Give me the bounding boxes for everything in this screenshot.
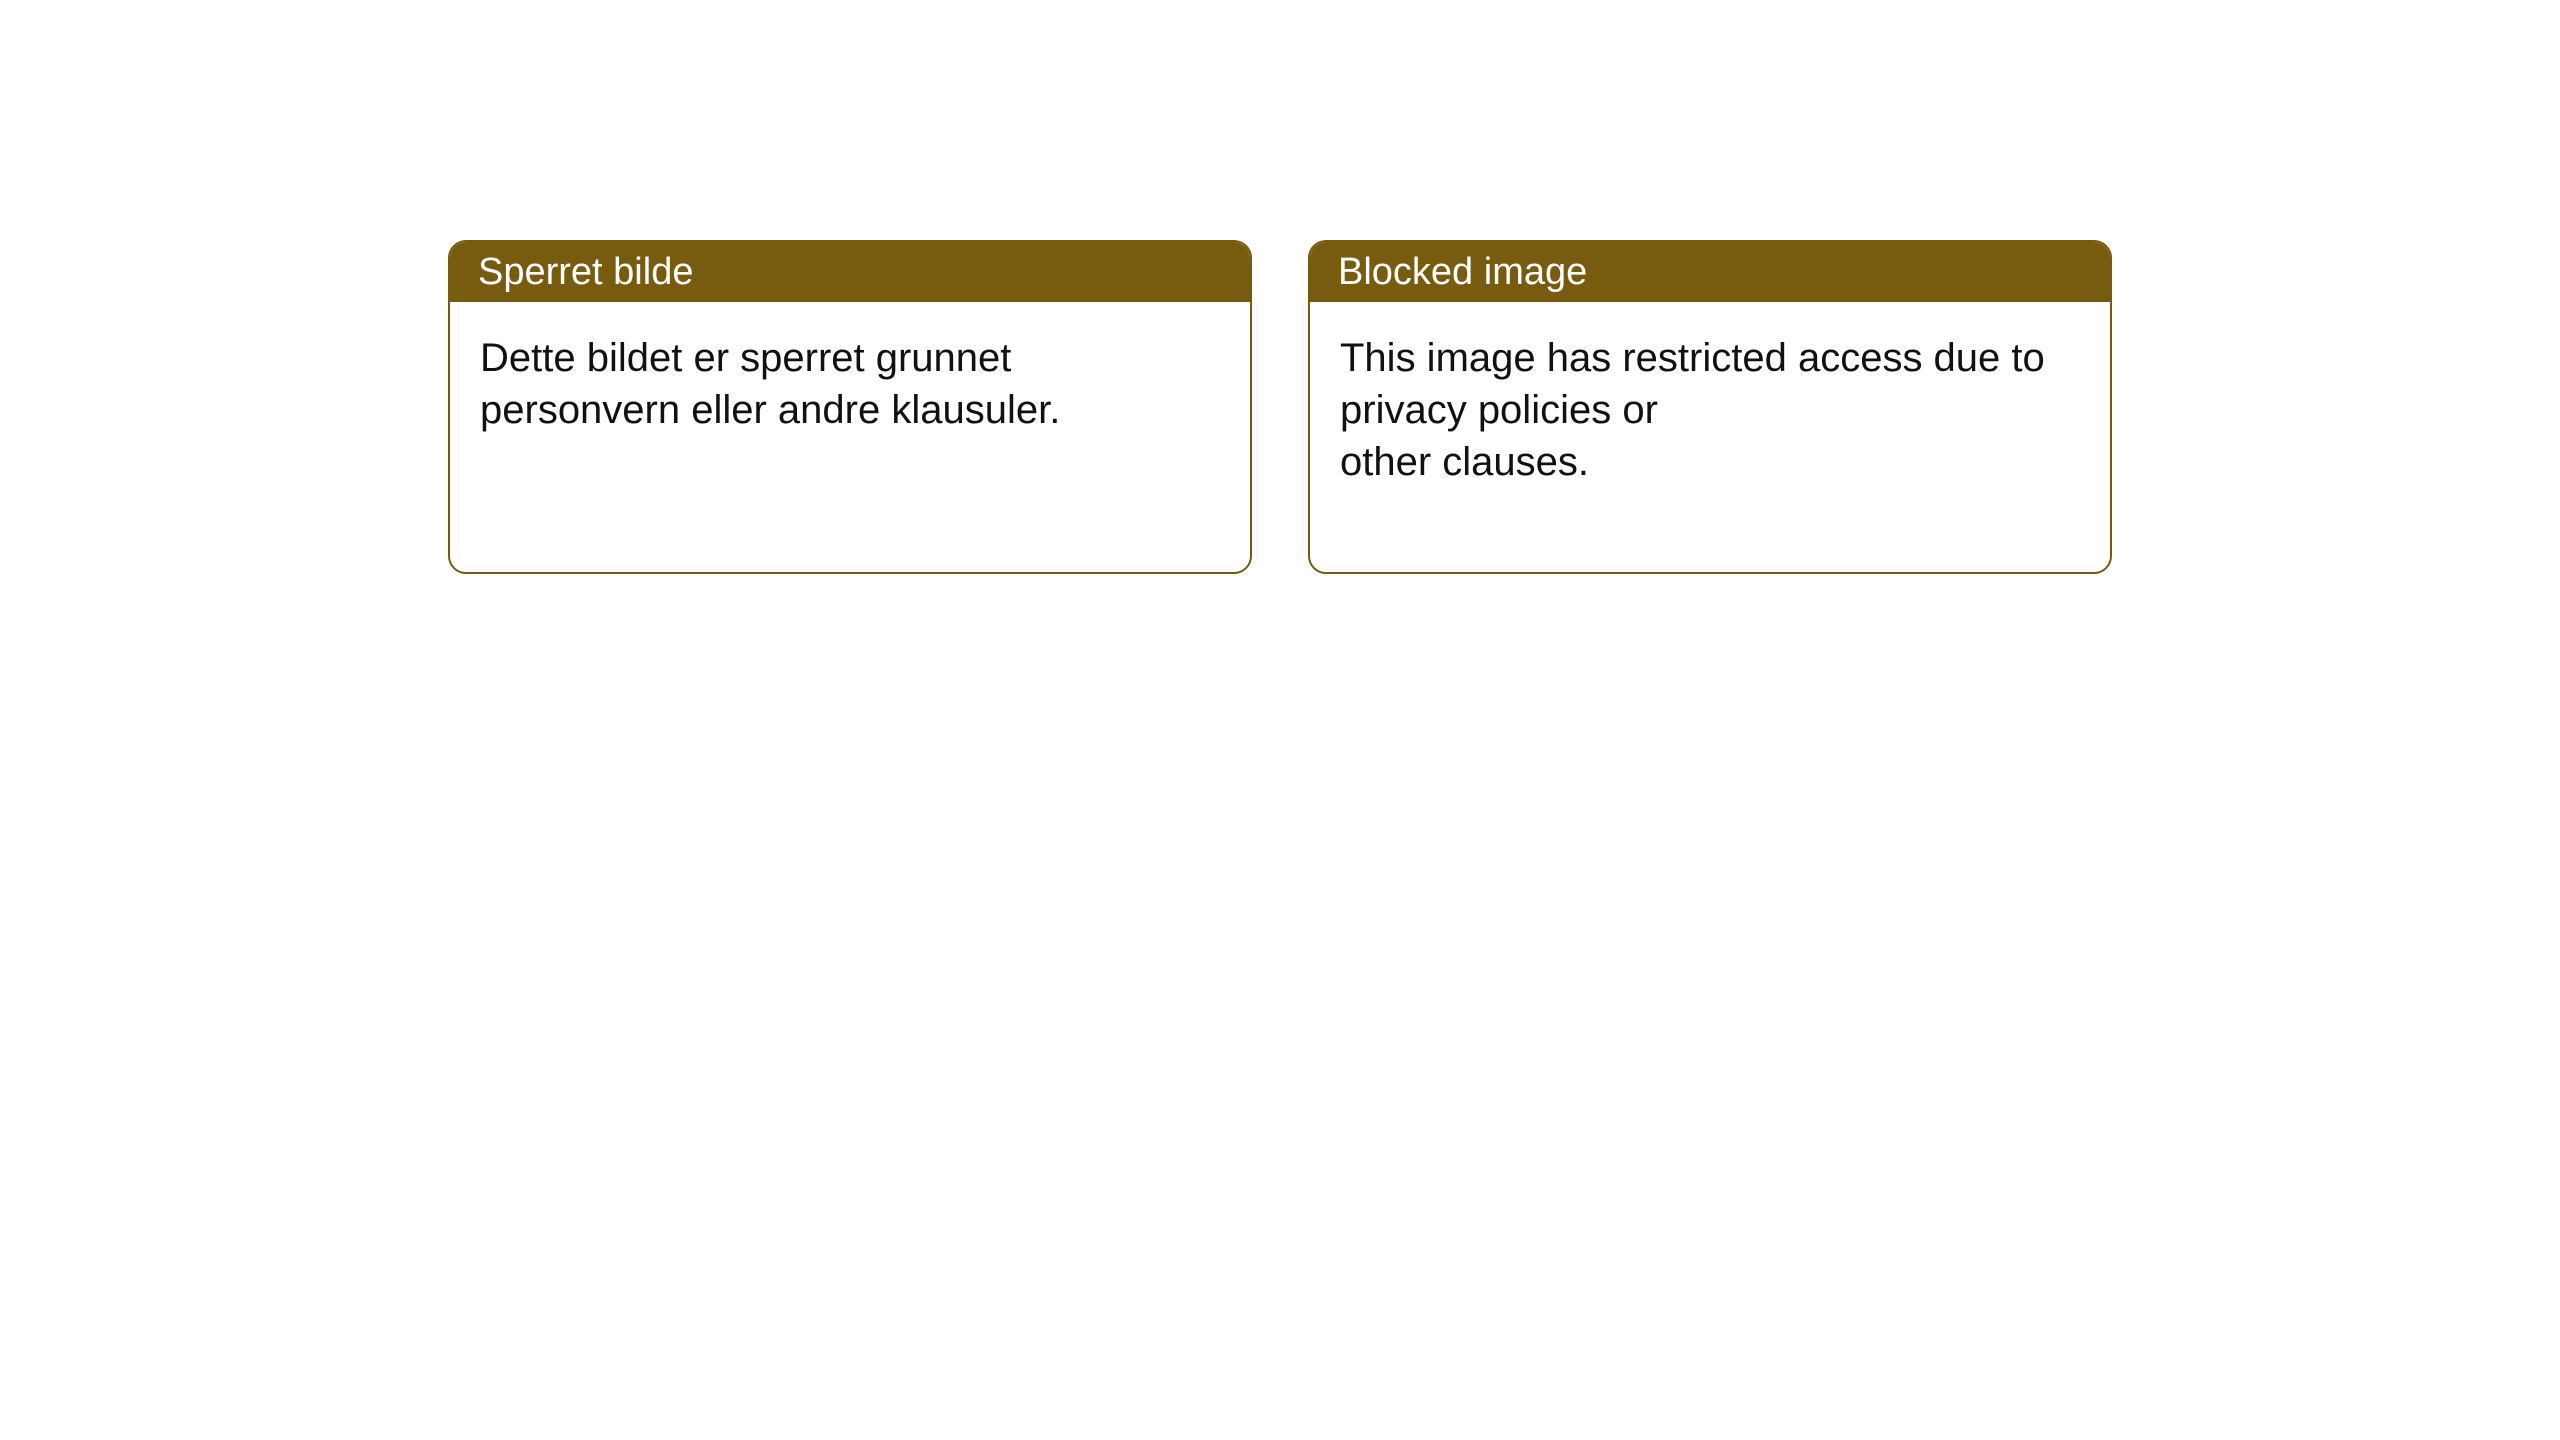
- card-header-no: Sperret bilde: [450, 242, 1250, 302]
- card-body-text-no: Dette bildet er sperret grunnet personve…: [480, 336, 1060, 432]
- card-body-en: This image has restricted access due to …: [1310, 302, 2110, 488]
- card-title-no: Sperret bilde: [478, 251, 693, 294]
- card-body-no: Dette bildet er sperret grunnet personve…: [450, 302, 1250, 436]
- card-header-en: Blocked image: [1310, 242, 2110, 302]
- page-stage: Sperret bilde Dette bildet er sperret gr…: [0, 0, 2560, 1440]
- blocked-image-card-no: Sperret bilde Dette bildet er sperret gr…: [448, 240, 1252, 574]
- card-title-en: Blocked image: [1338, 251, 1587, 294]
- card-body-text-en: This image has restricted access due to …: [1340, 336, 2045, 484]
- blocked-image-card-en: Blocked image This image has restricted …: [1308, 240, 2112, 574]
